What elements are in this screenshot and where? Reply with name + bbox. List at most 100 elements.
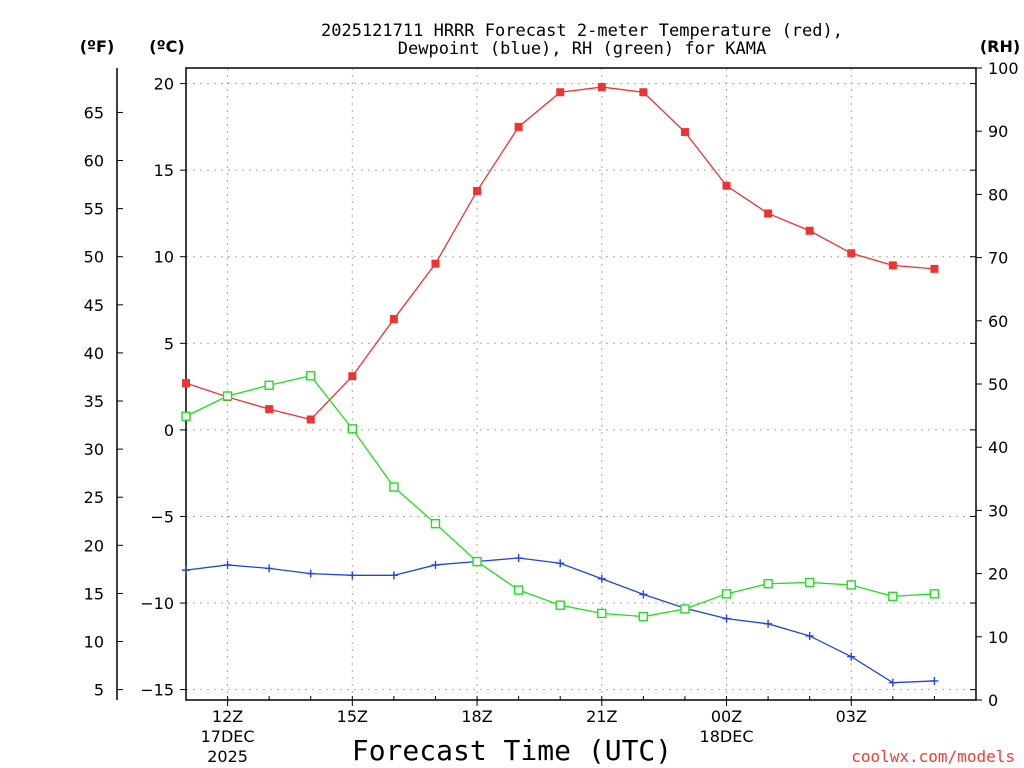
dewpoint-point [764,619,773,628]
x-tick-label: 12Z [212,707,243,726]
rh-tick-label: 80 [988,185,1008,204]
x-tick-label: 17DEC [201,727,255,746]
celsius-tick-label: 15 [154,161,174,180]
credit-text: coolwx.com/models [851,747,1015,766]
fahrenheit-tick-label: 40 [84,344,104,363]
fahrenheit-tick-label: 20 [84,536,104,555]
dewpoint-point [389,571,398,580]
fahrenheit-tick-label: 35 [84,392,104,411]
fahrenheit-tick-label: 60 [84,152,104,171]
temperature-point [348,372,357,381]
fahrenheit-tick-label: 5 [94,681,104,700]
rh-point [680,604,690,614]
dewpoint-point [722,614,731,623]
dewpoint-point [639,590,648,599]
rh-point [222,391,233,401]
temperature-point [930,264,939,273]
temperature-point [722,181,731,190]
rh-point [597,608,607,619]
dewpoint-point [223,560,232,569]
rh-tick-label: 40 [988,438,1008,457]
rh-tick-label: 50 [988,375,1008,394]
dewpoint-point [514,554,523,563]
temperature-point [306,415,315,424]
dewpoint-point [306,569,315,578]
fahrenheit-tick-label: 45 [84,296,104,315]
dewpoint-point [265,564,274,573]
rh-tick-label: 30 [988,501,1008,520]
temperature-point [473,186,482,195]
rh-tick-label: 70 [988,249,1008,268]
dewpoint-line [185,557,935,684]
x-tick-label: 15Z [337,707,368,726]
fahrenheit-tick-label: 30 [84,440,104,459]
rh-line [185,375,935,618]
temperature-point [597,83,606,92]
chart-title: 2025121711 HRRR Forecast 2-meter Tempera… [321,21,843,41]
celsius-tick-label: 20 [154,75,174,94]
temperature-point [514,122,523,131]
rh-tick-label: 10 [988,628,1008,647]
temperature-point [265,405,274,414]
dewpoint-point [597,574,606,583]
dewpoint-point [556,559,565,568]
plot-frame [185,67,977,701]
temperature-point [556,88,565,97]
dewpoint-point [182,566,190,575]
grid [186,68,976,700]
rh-point [389,482,399,492]
temperature-point [389,315,398,324]
temperature-point [847,249,856,258]
celsius-tick-label: 0 [164,421,174,440]
dewpoint-point [847,652,856,661]
fahrenheit-tick-label: 25 [84,488,104,507]
dewpoint-point [348,571,357,580]
axes [116,67,982,706]
tick-labels: 20151050−5−10−15656055504540353025201510… [84,59,1019,766]
rh-point [763,579,773,589]
rh-point [555,600,565,610]
temperature-line [185,86,935,421]
dewpoint-point [805,631,814,640]
celsius-unit-label: (ºC) [149,37,184,56]
rh-point [888,591,898,602]
x-tick-label: 00Z [711,707,742,726]
temperature-point [639,88,648,97]
rh-point [181,411,191,421]
temperature-point [764,209,773,218]
chart-subtitle: Dewpoint (blue), RH (green) for KAMA [398,39,766,59]
rh-point [347,424,358,434]
dewpoint-point [930,676,939,685]
celsius-tick-label: −15 [140,681,174,700]
celsius-tick-label: 10 [154,248,174,267]
rh-point [264,380,274,390]
dewpoint-point [431,560,440,569]
x-tick-label: 2025 [207,747,248,766]
rh-tick-label: 60 [988,312,1008,331]
celsius-tick-label: −5 [150,507,174,526]
temperature-point [888,261,897,270]
x-tick-label: 03Z [836,707,867,726]
rh-point [513,585,524,595]
x-tick-label: 18DEC [700,727,754,746]
rh-point [430,518,441,529]
rh-tick-label: 100 [988,59,1019,78]
fahrenheit-unit-label: (ºF) [80,37,115,56]
fahrenheit-tick-label: 65 [84,103,104,122]
x-tick-label: 18Z [461,707,492,726]
x-axis-label: Forecast Time (UTC) [352,734,672,767]
rh-tick-label: 20 [988,565,1008,584]
temperature-point [680,128,689,137]
celsius-tick-label: 5 [164,334,174,353]
rh-point [638,611,649,622]
dewpoint-point [888,678,897,687]
fahrenheit-tick-label: 50 [84,248,104,267]
rh-point [721,589,732,599]
x-tick-label: 21Z [586,707,617,726]
fahrenheit-tick-label: 55 [84,200,104,219]
rh-point [804,577,815,588]
fahrenheit-tick-label: 15 [84,584,104,603]
fahrenheit-tick-label: 10 [84,633,104,652]
rh-point [846,580,856,590]
